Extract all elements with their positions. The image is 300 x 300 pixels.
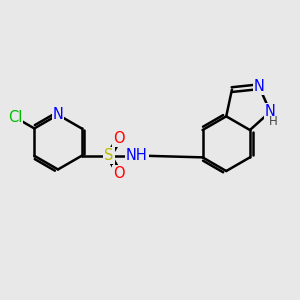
Text: N: N xyxy=(254,79,265,94)
Text: S: S xyxy=(104,148,114,163)
Text: O: O xyxy=(113,131,125,146)
Text: Cl: Cl xyxy=(8,110,22,125)
Text: N: N xyxy=(265,104,276,119)
Text: N: N xyxy=(52,107,63,122)
Text: H: H xyxy=(268,115,277,128)
Text: NH: NH xyxy=(126,148,148,163)
Text: O: O xyxy=(113,166,125,181)
